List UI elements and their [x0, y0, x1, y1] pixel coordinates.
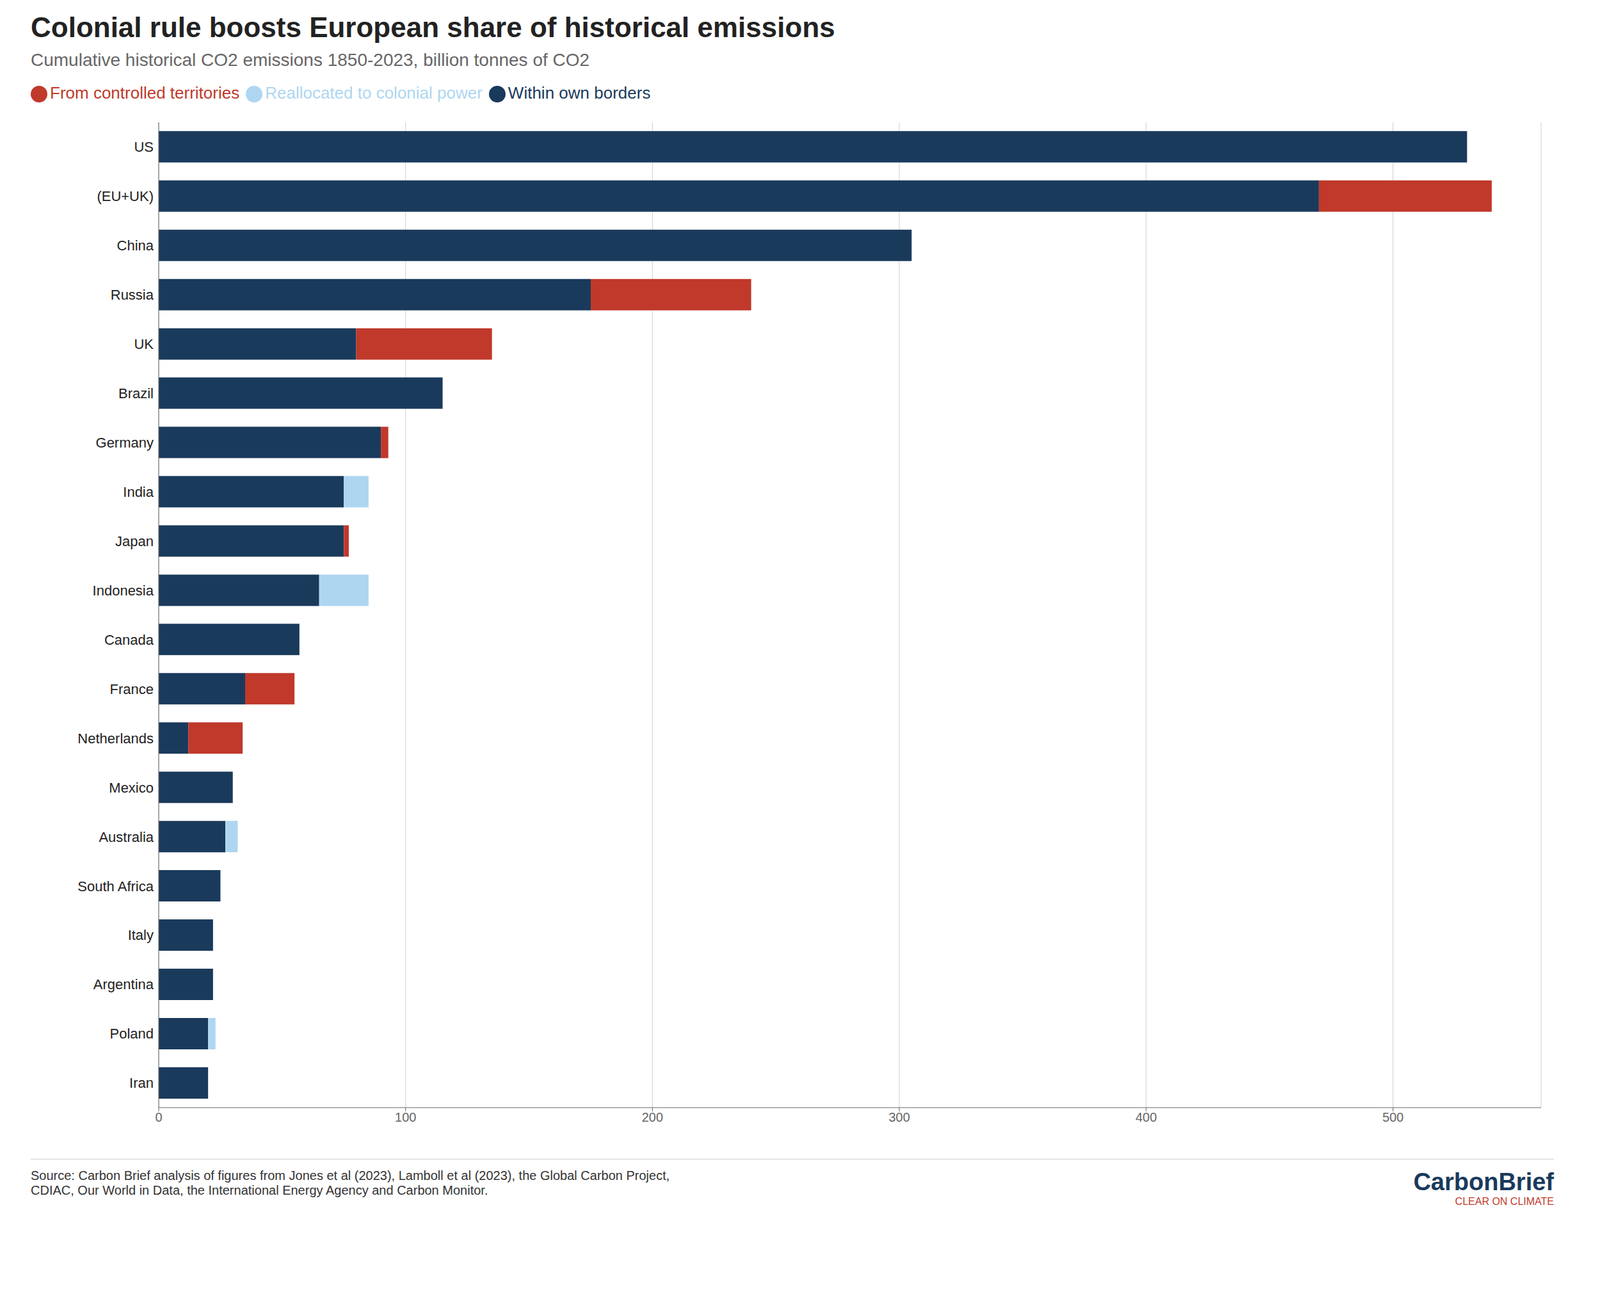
- svg-text:Poland: Poland: [109, 1025, 154, 1042]
- svg-text:200: 200: [641, 1109, 664, 1124]
- svg-text:Iran: Iran: [129, 1074, 154, 1091]
- svg-text:Australia: Australia: [98, 828, 154, 845]
- svg-text:100: 100: [394, 1109, 416, 1124]
- svg-text:Canada: Canada: [104, 631, 155, 648]
- svg-text:Netherlands: Netherlands: [77, 730, 154, 747]
- html-text:From controlled territories: From controlled territories: [49, 83, 240, 103]
- svg-text:Russia: Russia: [110, 286, 155, 303]
- svg-text:(EU+UK): (EU+UK): [96, 188, 154, 205]
- svg-text:500: 500: [1382, 1109, 1404, 1124]
- svg-text:China: China: [117, 237, 155, 254]
- svg-text:Japan: Japan: [115, 533, 154, 550]
- html-text:Within own borders: Within own borders: [508, 83, 651, 103]
- svg-text:Germany: Germany: [96, 434, 154, 451]
- svg-text:300: 300: [888, 1109, 910, 1124]
- svg-text:UK: UK: [133, 336, 154, 352]
- svg-text:400: 400: [1135, 1109, 1157, 1124]
- html-text:CarbonBrief: CarbonBrief: [1413, 1168, 1554, 1195]
- svg-text:0: 0: [154, 1109, 162, 1124]
- svg-text:Argentina: Argentina: [93, 976, 155, 992]
- svg-text:US: US: [133, 138, 154, 155]
- svg-text:Indonesia: Indonesia: [92, 582, 155, 599]
- svg-text:South Africa: South Africa: [77, 878, 154, 895]
- svg-text:France: France: [110, 680, 154, 697]
- svg-text:India: India: [122, 483, 154, 500]
- html-text:Colonial rule boosts European: Colonial rule boosts European share of h…: [30, 11, 836, 43]
- html-text:Reallocated to colonial power: Reallocated to colonial power: [265, 83, 483, 103]
- svg-text:Mexico: Mexico: [108, 779, 154, 796]
- html-text:CLEAR ON CLIMATE: CLEAR ON CLIMATE: [1455, 1195, 1554, 1207]
- svg-text:Italy: Italy: [128, 926, 154, 943]
- html-text:Cumulative historical CO2 emis: Cumulative historical CO2 emissions 1850…: [30, 49, 590, 70]
- html-text:Source: Carbon Brief analysis: Source: Carbon Brief analysis of figures…: [30, 1168, 670, 1197]
- svg-text:Brazil: Brazil: [118, 385, 154, 402]
